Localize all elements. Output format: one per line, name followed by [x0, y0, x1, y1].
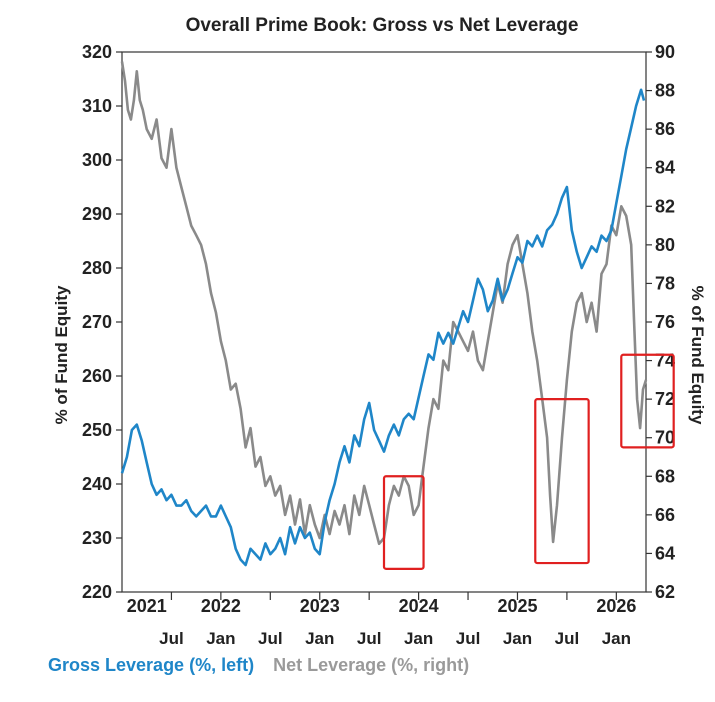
x-month-label: Jan: [404, 629, 433, 648]
chart-title: Overall Prime Book: Gross vs Net Leverag…: [186, 15, 579, 36]
right-tick-label: 72: [655, 389, 675, 409]
x-month-label: Jan: [503, 629, 532, 648]
left-axis: 220 230 240 250 260 270 280 290 300 310 320: [82, 42, 122, 602]
left-tick-label: 230: [82, 528, 112, 548]
left-tick-label: 280: [82, 258, 112, 278]
right-tick-label: 64: [655, 543, 675, 563]
legend-item-gross: Gross Leverage (%, left): [48, 655, 255, 675]
left-axis-title: % of Fund Equity: [52, 285, 71, 424]
left-tick-label: 320: [82, 42, 112, 62]
x-month-label: Jul: [456, 629, 481, 648]
x-year-label: 2021: [127, 596, 167, 616]
right-tick-label: 78: [655, 273, 675, 293]
highlight-box-2: [534, 398, 590, 565]
left-tick-label: 270: [82, 312, 112, 332]
x-month-label: Jul: [258, 629, 283, 648]
x-year-label: 2026: [596, 596, 636, 616]
x-year-label: 2023: [300, 596, 340, 616]
x-year-label: 2022: [201, 596, 241, 616]
right-axis: 62 64 66 68 70 72 74 76 78 80 82 84 86 88 90: [646, 42, 675, 602]
left-tick-label: 220: [82, 582, 112, 602]
right-tick-label: 70: [655, 428, 675, 448]
right-tick-label: 76: [655, 312, 675, 332]
x-month-label: Jan: [305, 629, 334, 648]
legend: Gross Leverage (%, left) Net Leverage (%…: [48, 655, 483, 676]
x-month-label: Jul: [357, 629, 382, 648]
right-tick-label: 80: [655, 235, 675, 255]
highlight-box-1: [382, 475, 425, 570]
x-month-label: Jan: [206, 629, 235, 648]
right-axis-title: % of Fund Equity: [688, 286, 707, 425]
right-tick-label: 68: [655, 466, 675, 486]
x-month-label: Jul: [159, 629, 184, 648]
right-tick-label: 66: [655, 505, 675, 525]
left-tick-label: 260: [82, 366, 112, 386]
left-tick-label: 290: [82, 204, 112, 224]
x-year-label: 2025: [497, 596, 537, 616]
highlight-layer: [382, 353, 675, 570]
left-tick-label: 240: [82, 474, 112, 494]
series-line-net-leverage: [120, 61, 648, 546]
x-axis: Jul Jan Jul Jan Jul Jan Jul Jan Jul Jan 2021 2022 20…: [127, 592, 636, 648]
right-tick-label: 82: [655, 196, 675, 216]
series-line-gross-leverage: [120, 88, 646, 567]
left-tick-label: 310: [82, 96, 112, 116]
right-tick-label: 84: [655, 158, 675, 178]
left-tick-label: 300: [82, 150, 112, 170]
x-month-label: Jan: [602, 629, 631, 648]
right-tick-label: 88: [655, 81, 675, 101]
highlight-box-3: [620, 353, 675, 449]
right-tick-label: 86: [655, 119, 675, 139]
x-month-label: Jul: [555, 629, 580, 648]
left-tick-label: 250: [82, 420, 112, 440]
legend-item-net: Net Leverage (%, right): [273, 655, 470, 675]
right-tick-label: 74: [655, 351, 675, 371]
right-tick-label: 90: [655, 42, 675, 62]
x-year-label: 2024: [399, 596, 439, 616]
right-tick-label: 62: [655, 582, 675, 602]
